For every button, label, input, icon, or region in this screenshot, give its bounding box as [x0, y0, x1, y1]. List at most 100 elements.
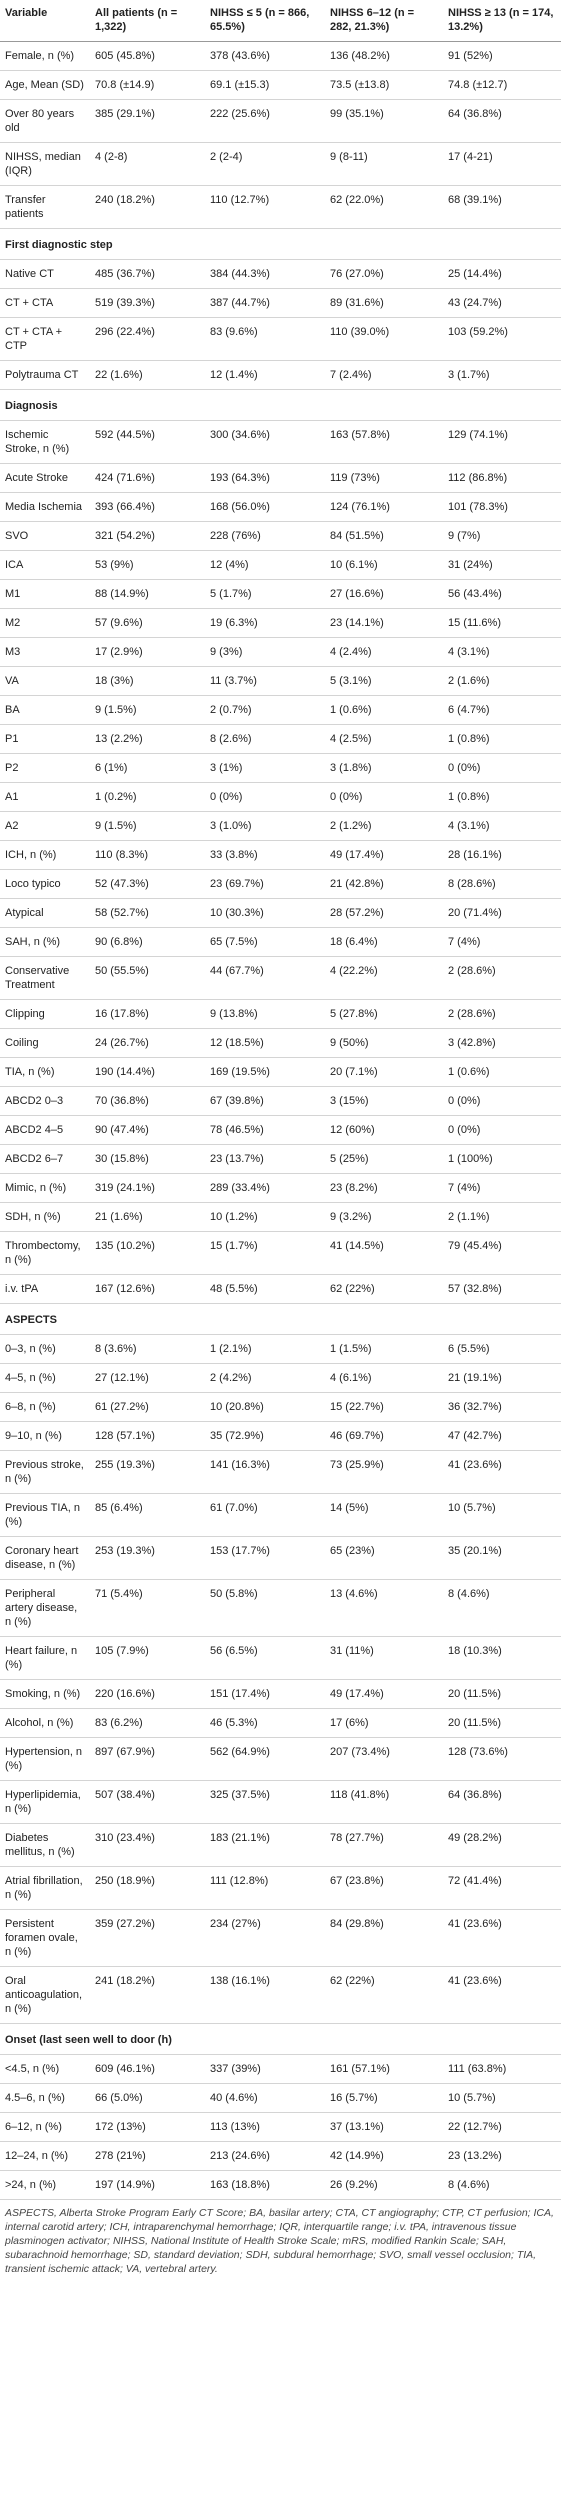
cell: 228 (76%) — [205, 521, 325, 551]
cell: 90 (6.8%) — [90, 927, 205, 957]
cell: 44 (67.7%) — [205, 956, 325, 1000]
section-header: Onset (last seen well to door (h) — [0, 2023, 561, 2055]
data-row: i.v. tPA 167 (12.6%) 48 (5.5%) 62 (22%) 57 (… — [0, 1274, 561, 1304]
cell: 10 (1.2%) — [205, 1202, 325, 1232]
cell: 169 (19.5%) — [205, 1057, 325, 1087]
cell: 9 (3.2%) — [325, 1202, 443, 1232]
cell: 253 (19.3%) — [90, 1536, 205, 1580]
header-cell: NIHSS ≤ 5 (n = 866, 65.5%) — [205, 0, 325, 42]
cell: 4 (3.1%) — [443, 811, 561, 841]
data-row: 12–24, n (%) 278 (21%) 213 (24.6%) 42 (14.9… — [0, 2141, 561, 2171]
cell: 172 (13%) — [90, 2112, 205, 2142]
cell: 70.8 (±14.9) — [90, 70, 205, 100]
cell: 21 (19.1%) — [443, 1363, 561, 1393]
cell: 1 (0.8%) — [443, 724, 561, 754]
cell: 113 (13%) — [205, 2112, 325, 2142]
data-row: 4–5, n (%) 27 (12.1%) 2 (4.2%) 4 (6.1%) 21 (… — [0, 1363, 561, 1393]
row-label: Hyperlipidemia, n (%) — [0, 1780, 90, 1824]
cell: 562 (64.9%) — [205, 1737, 325, 1781]
cell: 84 (29.8%) — [325, 1909, 443, 1967]
cell: 8 (4.6%) — [443, 2170, 561, 2200]
data-row: NIHSS, median (IQR) 4 (2-8) 2 (2-4) 9 (8-11… — [0, 142, 561, 186]
cell: 50 (55.5%) — [90, 956, 205, 1000]
cell: 10 (6.1%) — [325, 550, 443, 580]
cell: 2 (2-4) — [205, 142, 325, 186]
row-label: Loco typico — [0, 869, 90, 899]
cell: 9 (3%) — [205, 637, 325, 667]
section-header: First diagnostic step — [0, 228, 561, 260]
data-row: Previous TIA, n (%) 85 (6.4%) 61 (7.0%) 14 … — [0, 1493, 561, 1537]
cell: 6 (4.7%) — [443, 695, 561, 725]
cell: 46 (69.7%) — [325, 1421, 443, 1451]
cell: 3 (15%) — [325, 1086, 443, 1116]
data-row: TIA, n (%) 190 (14.4%) 169 (19.5%) 20 (7.1%… — [0, 1057, 561, 1087]
cell: 41 (23.6%) — [443, 1966, 561, 2024]
row-label: Atypical — [0, 898, 90, 928]
cell: 17 (6%) — [325, 1708, 443, 1738]
footnote: ASPECTS, Alberta Stroke Program Early CT… — [5, 2207, 554, 2275]
row-label: Previous stroke, n (%) — [0, 1450, 90, 1494]
cell: 5 (1.7%) — [205, 579, 325, 609]
cell: 61 (7.0%) — [205, 1493, 325, 1537]
cell: 103 (59.2%) — [443, 317, 561, 361]
cell: 8 (28.6%) — [443, 869, 561, 899]
cell: 10 (5.7%) — [443, 2083, 561, 2113]
cell: 138 (16.1%) — [205, 1966, 325, 2024]
cell: 62 (22%) — [325, 1966, 443, 2024]
cell: 15 (1.7%) — [205, 1231, 325, 1275]
cell: 168 (56.0%) — [205, 492, 325, 522]
cell: 207 (73.4%) — [325, 1737, 443, 1781]
data-row: Age, Mean (SD) 70.8 (±14.9) 69.1 (±15.3) 73… — [0, 70, 561, 100]
data-row: Atypical 58 (52.7%) 10 (30.3%) 28 (57.2%) 20… — [0, 898, 561, 928]
data-row: Mimic, n (%) 319 (24.1%) 289 (33.4%) 23 (8.… — [0, 1173, 561, 1203]
data-row: Coronary heart disease, n (%) 253 (19.3%)… — [0, 1536, 561, 1580]
cell: 255 (19.3%) — [90, 1450, 205, 1494]
cell: 161 (57.1%) — [325, 2054, 443, 2084]
data-row: Female, n (%) 605 (45.8%) 378 (43.6%) 136 (… — [0, 41, 561, 71]
cell: 13 (4.6%) — [325, 1579, 443, 1637]
cell: 31 (24%) — [443, 550, 561, 580]
cell: 17 (2.9%) — [90, 637, 205, 667]
row-label: Peripheral artery disease, n (%) — [0, 1579, 90, 1637]
cell: 19 (6.3%) — [205, 608, 325, 638]
data-row: Thrombectomy, n (%) 135 (10.2%) 15 (1.7%) 4… — [0, 1231, 561, 1275]
row-label: Age, Mean (SD) — [0, 70, 90, 100]
cell: 1 (1.5%) — [325, 1334, 443, 1364]
row-label: Persistent foramen ovale, n (%) — [0, 1909, 90, 1967]
data-row: Atrial fibrillation, n (%) 250 (18.9%) 111… — [0, 1866, 561, 1910]
cell: 0 (0%) — [443, 753, 561, 783]
row-label: Heart failure, n (%) — [0, 1636, 90, 1680]
cell: 28 (16.1%) — [443, 840, 561, 870]
cell: 13 (2.2%) — [90, 724, 205, 754]
data-row: ABCD2 0–3 70 (36.8%) 67 (39.8%) 3 (15%) 0 (0… — [0, 1086, 561, 1116]
row-label: Conservative Treatment — [0, 956, 90, 1000]
cell: 153 (17.7%) — [205, 1536, 325, 1580]
cell: 193 (64.3%) — [205, 463, 325, 493]
cell: 3 (1.7%) — [443, 360, 561, 390]
section-row: Onset (last seen well to door (h) — [0, 2023, 561, 2055]
data-row: Smoking, n (%) 220 (16.6%) 151 (17.4%) 49 (… — [0, 1679, 561, 1709]
cell: 163 (57.8%) — [325, 420, 443, 464]
cell: 74.8 (±12.7) — [443, 70, 561, 100]
cell: 5 (27.8%) — [325, 999, 443, 1029]
data-row: ICH, n (%) 110 (8.3%) 33 (3.8%) 49 (17.4%) 2… — [0, 840, 561, 870]
cell: 20 (11.5%) — [443, 1679, 561, 1709]
cell: 84 (51.5%) — [325, 521, 443, 551]
cell: 3 (1.8%) — [325, 753, 443, 783]
cell: 12 (18.5%) — [205, 1028, 325, 1058]
cell: 592 (44.5%) — [90, 420, 205, 464]
cell: 73 (25.9%) — [325, 1450, 443, 1494]
cell: 7 (4%) — [443, 927, 561, 957]
cell: 110 (12.7%) — [205, 185, 325, 229]
row-label: ICA — [0, 550, 90, 580]
cell: 10 (5.7%) — [443, 1493, 561, 1537]
data-row: Acute Stroke 424 (71.6%) 193 (64.3%) 119 (7… — [0, 463, 561, 493]
cell: 111 (12.8%) — [205, 1866, 325, 1910]
row-label: Acute Stroke — [0, 463, 90, 493]
cell: 321 (54.2%) — [90, 521, 205, 551]
cell: 18 (6.4%) — [325, 927, 443, 957]
row-label: Mimic, n (%) — [0, 1173, 90, 1203]
cell: 5 (3.1%) — [325, 666, 443, 696]
cell: 23 (14.1%) — [325, 608, 443, 638]
cell: 64 (36.8%) — [443, 99, 561, 143]
